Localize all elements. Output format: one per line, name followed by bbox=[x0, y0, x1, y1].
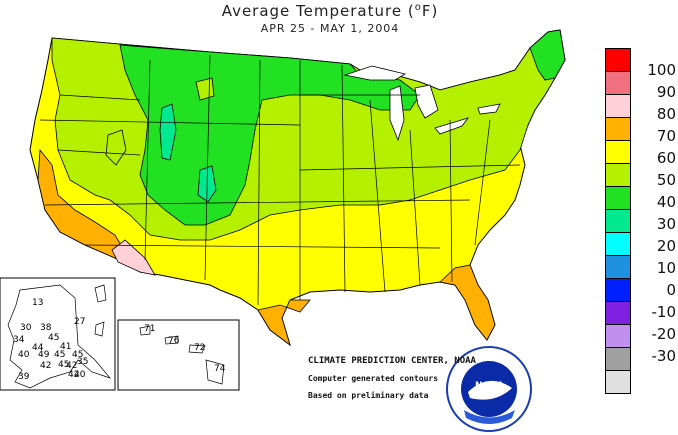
hawaii-islands bbox=[139, 325, 225, 385]
hawaii-value: 72 bbox=[194, 343, 206, 353]
lake-huron bbox=[414, 84, 439, 119]
alaska-value: 42 bbox=[40, 361, 52, 371]
legend-swatch bbox=[605, 48, 631, 71]
degree-symbol: o bbox=[414, 2, 422, 13]
state-boundaries bbox=[39, 54, 521, 306]
noaa-logo bbox=[446, 346, 532, 432]
legend-label: 40 bbox=[656, 193, 676, 211]
hawaii-value: 74 bbox=[214, 364, 226, 374]
alaska-value: 13 bbox=[32, 298, 44, 308]
alaska-value: 40 bbox=[18, 350, 30, 360]
legend-swatch bbox=[605, 370, 631, 394]
zone-30-40-a bbox=[159, 103, 177, 161]
legend-label: 70 bbox=[656, 127, 676, 145]
legend-label: -30 bbox=[651, 347, 677, 365]
alaska-island-b bbox=[94, 321, 105, 337]
title-unit: F) bbox=[421, 2, 439, 20]
legend-swatch bbox=[605, 324, 631, 347]
legend-label: -20 bbox=[651, 325, 677, 343]
legend-label: 50 bbox=[656, 171, 676, 189]
alaska-value: 38 bbox=[40, 323, 52, 333]
legend-label: 20 bbox=[656, 237, 676, 255]
legend-swatch bbox=[605, 117, 631, 140]
zone-70-80-florida bbox=[439, 264, 496, 341]
legend-swatch bbox=[605, 94, 631, 117]
legend-swatch bbox=[605, 301, 631, 324]
alaska-value: 41 bbox=[60, 342, 72, 352]
alaska-value: 45 bbox=[72, 350, 84, 360]
alaska-outline bbox=[7, 284, 112, 389]
zone-80-90-desert bbox=[111, 239, 156, 276]
legend-swatch bbox=[605, 255, 631, 278]
alaska-value: 49 bbox=[38, 350, 50, 360]
legend-label: 100 bbox=[647, 61, 676, 79]
lake-michigan bbox=[389, 85, 405, 142]
legend-swatch bbox=[605, 163, 631, 186]
credit-contours: Computer generated contours bbox=[308, 374, 439, 383]
zone-50-pocket-a bbox=[105, 129, 127, 166]
legend-label: -10 bbox=[651, 303, 677, 321]
alaska-value: 34 bbox=[13, 335, 25, 345]
alaska-value: 30 bbox=[20, 323, 32, 333]
lake-erie bbox=[434, 117, 470, 135]
credit-center: CLIMATE PREDICTION CENTER, NOAA bbox=[308, 356, 476, 366]
title-text: Average Temperature ( bbox=[221, 2, 415, 20]
legend-swatch bbox=[605, 232, 631, 255]
zone-70-80-texas bbox=[257, 299, 311, 347]
alaska-value: 27 bbox=[74, 317, 86, 327]
legend-swatch bbox=[605, 347, 631, 370]
alaska-value: 45 bbox=[48, 333, 60, 343]
lake-superior bbox=[343, 65, 407, 81]
alaska-value: 39 bbox=[18, 372, 30, 382]
credit-preliminary: Based on preliminary data bbox=[308, 391, 429, 400]
legend-swatch bbox=[605, 209, 631, 232]
zone-40-50-northeast bbox=[529, 29, 566, 81]
legend-swatch bbox=[605, 278, 631, 301]
legend-label: 30 bbox=[656, 215, 676, 233]
hawaii-value: 76 bbox=[168, 336, 180, 346]
alaska-value: 35 bbox=[77, 357, 89, 367]
map-title: Average Temperature (oF) bbox=[0, 2, 660, 20]
lake-ontario bbox=[477, 103, 501, 115]
alaska-value: 44 bbox=[32, 343, 44, 353]
legend-label: 80 bbox=[656, 105, 676, 123]
alaska-island-a bbox=[94, 284, 107, 303]
alaska-value: 40 bbox=[74, 370, 86, 380]
legend-label: 90 bbox=[656, 83, 676, 101]
legend bbox=[605, 48, 631, 394]
legend-swatch bbox=[605, 140, 631, 163]
legend-label: 10 bbox=[656, 259, 676, 277]
legend-swatch bbox=[605, 186, 631, 209]
hawaii-value: 71 bbox=[144, 324, 156, 334]
alaska-value: 42 bbox=[66, 361, 78, 371]
noaa-logo-text: NOAA bbox=[475, 381, 504, 391]
date-range: APR 25 - MAY 1, 2004 bbox=[260, 22, 400, 35]
legend-label: 60 bbox=[656, 149, 676, 167]
alaska-value: 42 bbox=[68, 370, 80, 380]
legend-swatch bbox=[605, 71, 631, 94]
alaska-value: 45 bbox=[54, 350, 66, 360]
legend-swatches bbox=[605, 48, 631, 394]
legend-label: 0 bbox=[666, 281, 676, 299]
alaska-value: 45 bbox=[58, 360, 70, 370]
